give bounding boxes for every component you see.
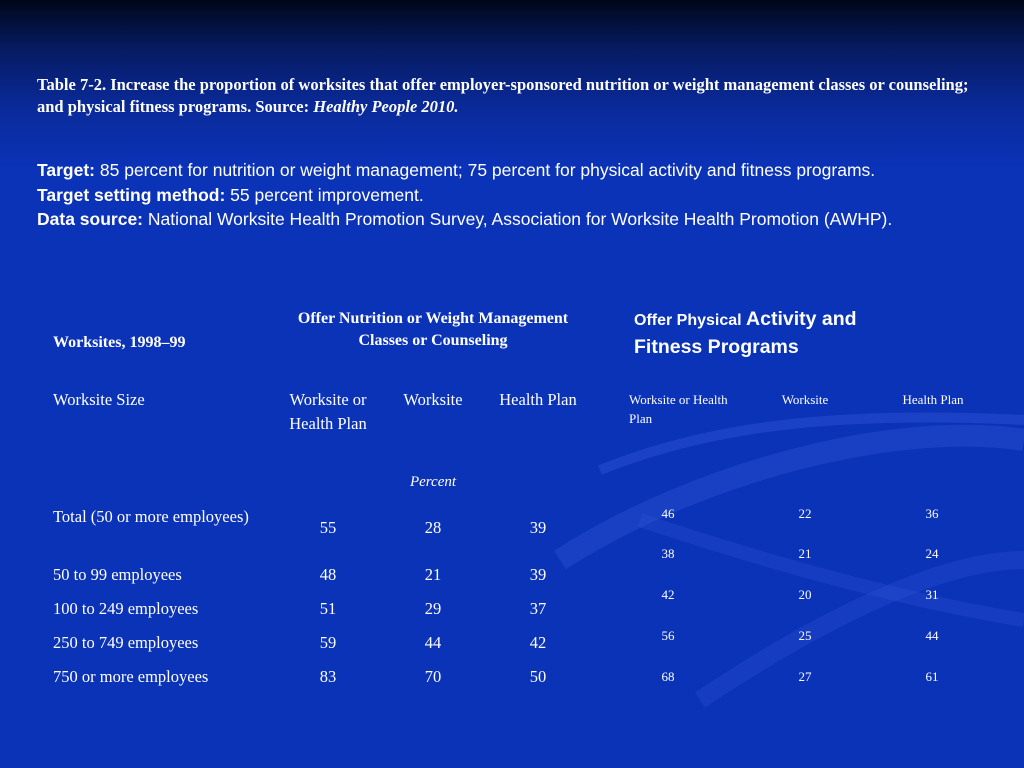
corner-header: Worksites, 1998–99 — [53, 334, 186, 351]
table-cell: 55 — [319, 518, 337, 537]
table-cell: 44 — [925, 628, 939, 643]
target-label: Target: — [37, 160, 96, 180]
table-cell: 59 — [319, 633, 337, 652]
col-header-worksite: Worksite — [781, 392, 829, 407]
group-header-line2: Classes or Counseling — [358, 332, 508, 349]
table-cell: 68 — [661, 669, 675, 684]
caption-text: Table 7-2. Increase the proportion of wo… — [37, 75, 969, 116]
table-cell: 56 — [661, 628, 675, 643]
table-cell: 24 — [925, 546, 939, 561]
table-cell: 36 — [925, 506, 939, 521]
row-label: 250 to 749 employees — [53, 633, 199, 652]
table-cell: 44 — [424, 633, 442, 652]
target-line: Target: 85 percent for nutrition or weig… — [37, 158, 1002, 183]
data-source-text: National Worksite Health Promotion Surve… — [143, 209, 893, 229]
table-caption: Table 7-2. Increase the proportion of wo… — [37, 74, 997, 118]
table-cell: 25 — [798, 628, 812, 643]
fitness-header-small: Offer Physical — [634, 312, 747, 329]
col-header-worksite-or-health-plan: Worksite or Health Plan — [289, 390, 367, 433]
table-cell: 27 — [798, 669, 812, 684]
col-header-health-plan: Health Plan — [902, 392, 964, 407]
data-source-label: Data source: — [37, 209, 144, 229]
worksite-size-label: Worksite Size — [53, 390, 145, 409]
method-line: Target setting method: 55 percent improv… — [37, 183, 1002, 208]
fitness-header-line2: Fitness Programs — [634, 336, 799, 358]
table-cell: 39 — [529, 565, 547, 584]
row-label: Total (50 or more employees) — [53, 507, 249, 526]
fitness-group-header: Offer Physical Activity and Fitness Prog… — [634, 306, 934, 361]
table-cell: 29 — [424, 599, 442, 618]
col-header-health-plan: Health Plan — [499, 390, 577, 409]
group-header-line1: Offer Nutrition or Weight Management — [297, 310, 569, 327]
fitness-header-large: Activity and — [746, 308, 857, 330]
method-label: Target setting method: — [37, 184, 226, 205]
col-header-worksite: Worksite — [403, 390, 463, 409]
table-cell: 31 — [925, 587, 939, 602]
table-cell: 46 — [661, 506, 675, 521]
table-cell: 83 — [319, 667, 337, 686]
table-cell: 42 — [661, 587, 675, 602]
table-cell: 22 — [798, 506, 812, 521]
table-cell: 20 — [798, 587, 812, 602]
row-label: 750 or more employees — [53, 667, 209, 686]
table-cell: 50 — [529, 667, 547, 686]
table-cell: 70 — [424, 667, 442, 686]
unit-label: Percent — [409, 474, 457, 490]
row-label: 50 to 99 employees — [53, 565, 182, 584]
table-cell: 42 — [529, 633, 547, 652]
caption-source: Healthy People 2010. — [313, 97, 459, 116]
table-cell: 28 — [424, 518, 442, 537]
table-cell: 51 — [319, 599, 337, 618]
table-cell: 21 — [798, 546, 812, 561]
table-cell: 61 — [925, 669, 939, 684]
target-text: 85 percent for nutrition or weight manag… — [95, 160, 876, 180]
table-cell: 48 — [319, 565, 337, 584]
method-text: 55 percent improvement. — [225, 184, 424, 205]
table-cell: 21 — [424, 565, 442, 584]
nutrition-group-header: Offer Nutrition or Weight Management Cla… — [296, 308, 570, 352]
col-header-worksite-or-health-plan: Worksite or Health Plan — [629, 392, 728, 426]
row-label: 100 to 249 employees — [53, 599, 199, 618]
table-cell: 38 — [661, 546, 675, 561]
table-cell: 39 — [529, 518, 547, 537]
target-info: Target: 85 percent for nutrition or weig… — [37, 158, 1002, 232]
table-cell: 37 — [529, 599, 547, 618]
data-source-line: Data source: National Worksite Health Pr… — [37, 207, 1002, 232]
